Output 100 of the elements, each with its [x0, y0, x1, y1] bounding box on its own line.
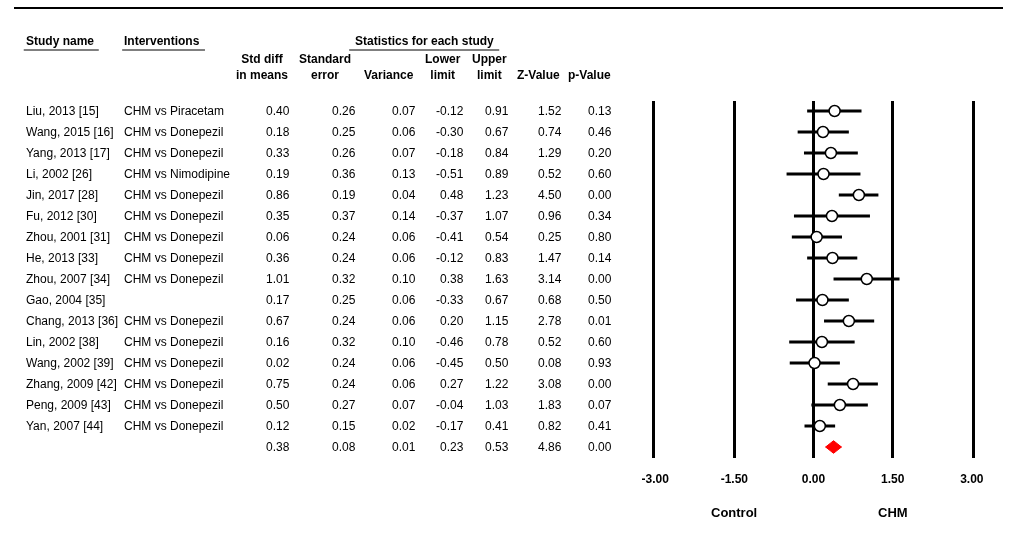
text: 0.78	[485, 335, 509, 349]
text: 0.19	[332, 188, 356, 202]
text: 0.67	[485, 293, 509, 307]
text: 0.14	[588, 251, 612, 265]
point	[808, 356, 821, 370]
text: -0.51	[436, 167, 464, 181]
text: 0.00	[588, 188, 612, 202]
text: 0.16	[266, 335, 290, 349]
text: 0.32	[332, 335, 356, 349]
text: 0.25	[332, 293, 356, 307]
text: 0.53	[485, 440, 509, 454]
text: 0.07	[392, 146, 416, 160]
point	[825, 209, 839, 223]
text: Gao, 2004 [35]	[26, 293, 106, 307]
text: 0.20	[440, 314, 464, 328]
text: -0.04	[436, 398, 464, 412]
point	[816, 293, 829, 307]
text: CHM vs Donepezil	[124, 251, 224, 265]
text: 0.06	[392, 377, 416, 391]
text: 0.35	[266, 209, 290, 223]
text: -0.41	[436, 230, 464, 244]
text: Interventions	[124, 34, 200, 48]
text: 0.02	[392, 419, 416, 433]
text: 0.27	[440, 377, 464, 391]
text: Fu, 2012 [30]	[26, 209, 97, 223]
text: 0.60	[588, 167, 612, 181]
text: CHM vs Donepezil	[124, 146, 224, 160]
text: 0.33	[266, 146, 290, 160]
text: Study name	[26, 34, 95, 48]
text: 3.08	[538, 377, 562, 391]
text: 0.18	[266, 125, 290, 139]
text: CHM vs Nimodipine	[124, 167, 231, 181]
text: Li, 2002 [26]	[26, 167, 93, 181]
text: 0.14	[392, 209, 416, 223]
text: 0.26	[332, 104, 356, 118]
text: 0.38	[266, 440, 290, 454]
text: 0.20	[588, 146, 612, 160]
text: 0.50	[588, 293, 612, 307]
text: Wang, 2015 [16]	[26, 125, 114, 139]
text: 0.19	[266, 167, 290, 181]
text: 0.06	[392, 314, 416, 328]
text: 0.23	[440, 440, 464, 454]
text: CHM vs Donepezil	[124, 209, 224, 223]
text: 0.67	[485, 125, 509, 139]
point	[828, 104, 841, 118]
point	[852, 188, 866, 202]
text: 0.54	[485, 230, 509, 244]
x-tick-label: -3.00	[641, 472, 670, 486]
text: 0.07	[392, 104, 416, 118]
text: 0.15	[332, 419, 356, 433]
text: 0.06	[266, 230, 290, 244]
point	[846, 377, 860, 391]
text: Zhou, 2007 [34]	[26, 272, 111, 286]
point	[817, 167, 830, 181]
point	[824, 146, 838, 160]
text: Lower limit	[425, 52, 461, 82]
text: -0.30	[436, 125, 464, 139]
point	[833, 398, 847, 412]
point	[860, 272, 874, 286]
text: CHM vs Donepezil	[124, 314, 224, 328]
text: 0.93	[588, 356, 612, 370]
text: -0.12	[436, 104, 464, 118]
text: 0.41	[588, 419, 612, 433]
text: 0.25	[332, 125, 356, 139]
text: 0.50	[485, 356, 509, 370]
text: Lin, 2002 [38]	[26, 335, 99, 349]
text: -0.37	[436, 209, 464, 223]
text: CHM vs Donepezil	[124, 398, 224, 412]
text: 0.91	[485, 104, 509, 118]
text: 0.32	[332, 272, 356, 286]
x-tick-label: 3.00	[960, 472, 984, 486]
text: 0.08	[538, 356, 562, 370]
text: 0.60	[588, 335, 612, 349]
text: Chang, 2013 [36]	[26, 314, 119, 328]
text: CHM vs Donepezil	[124, 125, 224, 139]
text: 0.06	[392, 356, 416, 370]
text: 0.08	[332, 440, 356, 454]
text: Standard error	[299, 52, 352, 82]
text: 0.17	[266, 293, 290, 307]
text: CHM vs Donepezil	[124, 356, 224, 370]
x-tick-label: 0.00	[801, 472, 826, 486]
text: 2.78	[538, 314, 562, 328]
text: 1.52	[538, 104, 562, 118]
text: 0.06	[392, 230, 416, 244]
text: 0.46	[588, 125, 612, 139]
text: 0.02	[266, 356, 290, 370]
text: 0.12	[266, 419, 290, 433]
text: 0.80	[588, 230, 612, 244]
text: Control	[711, 505, 758, 520]
x-tick-label: 1.50	[880, 472, 905, 486]
text: CHM vs Donepezil	[124, 188, 224, 202]
text: 0.89	[485, 167, 509, 181]
text: 4.86	[538, 440, 562, 454]
text: 0.25	[538, 230, 562, 244]
text: 0.27	[332, 398, 356, 412]
point	[810, 230, 823, 244]
text: 1.23	[485, 188, 509, 202]
text: -0.18	[436, 146, 464, 160]
text: 0.84	[485, 146, 509, 160]
text: Z-Value	[517, 68, 561, 82]
